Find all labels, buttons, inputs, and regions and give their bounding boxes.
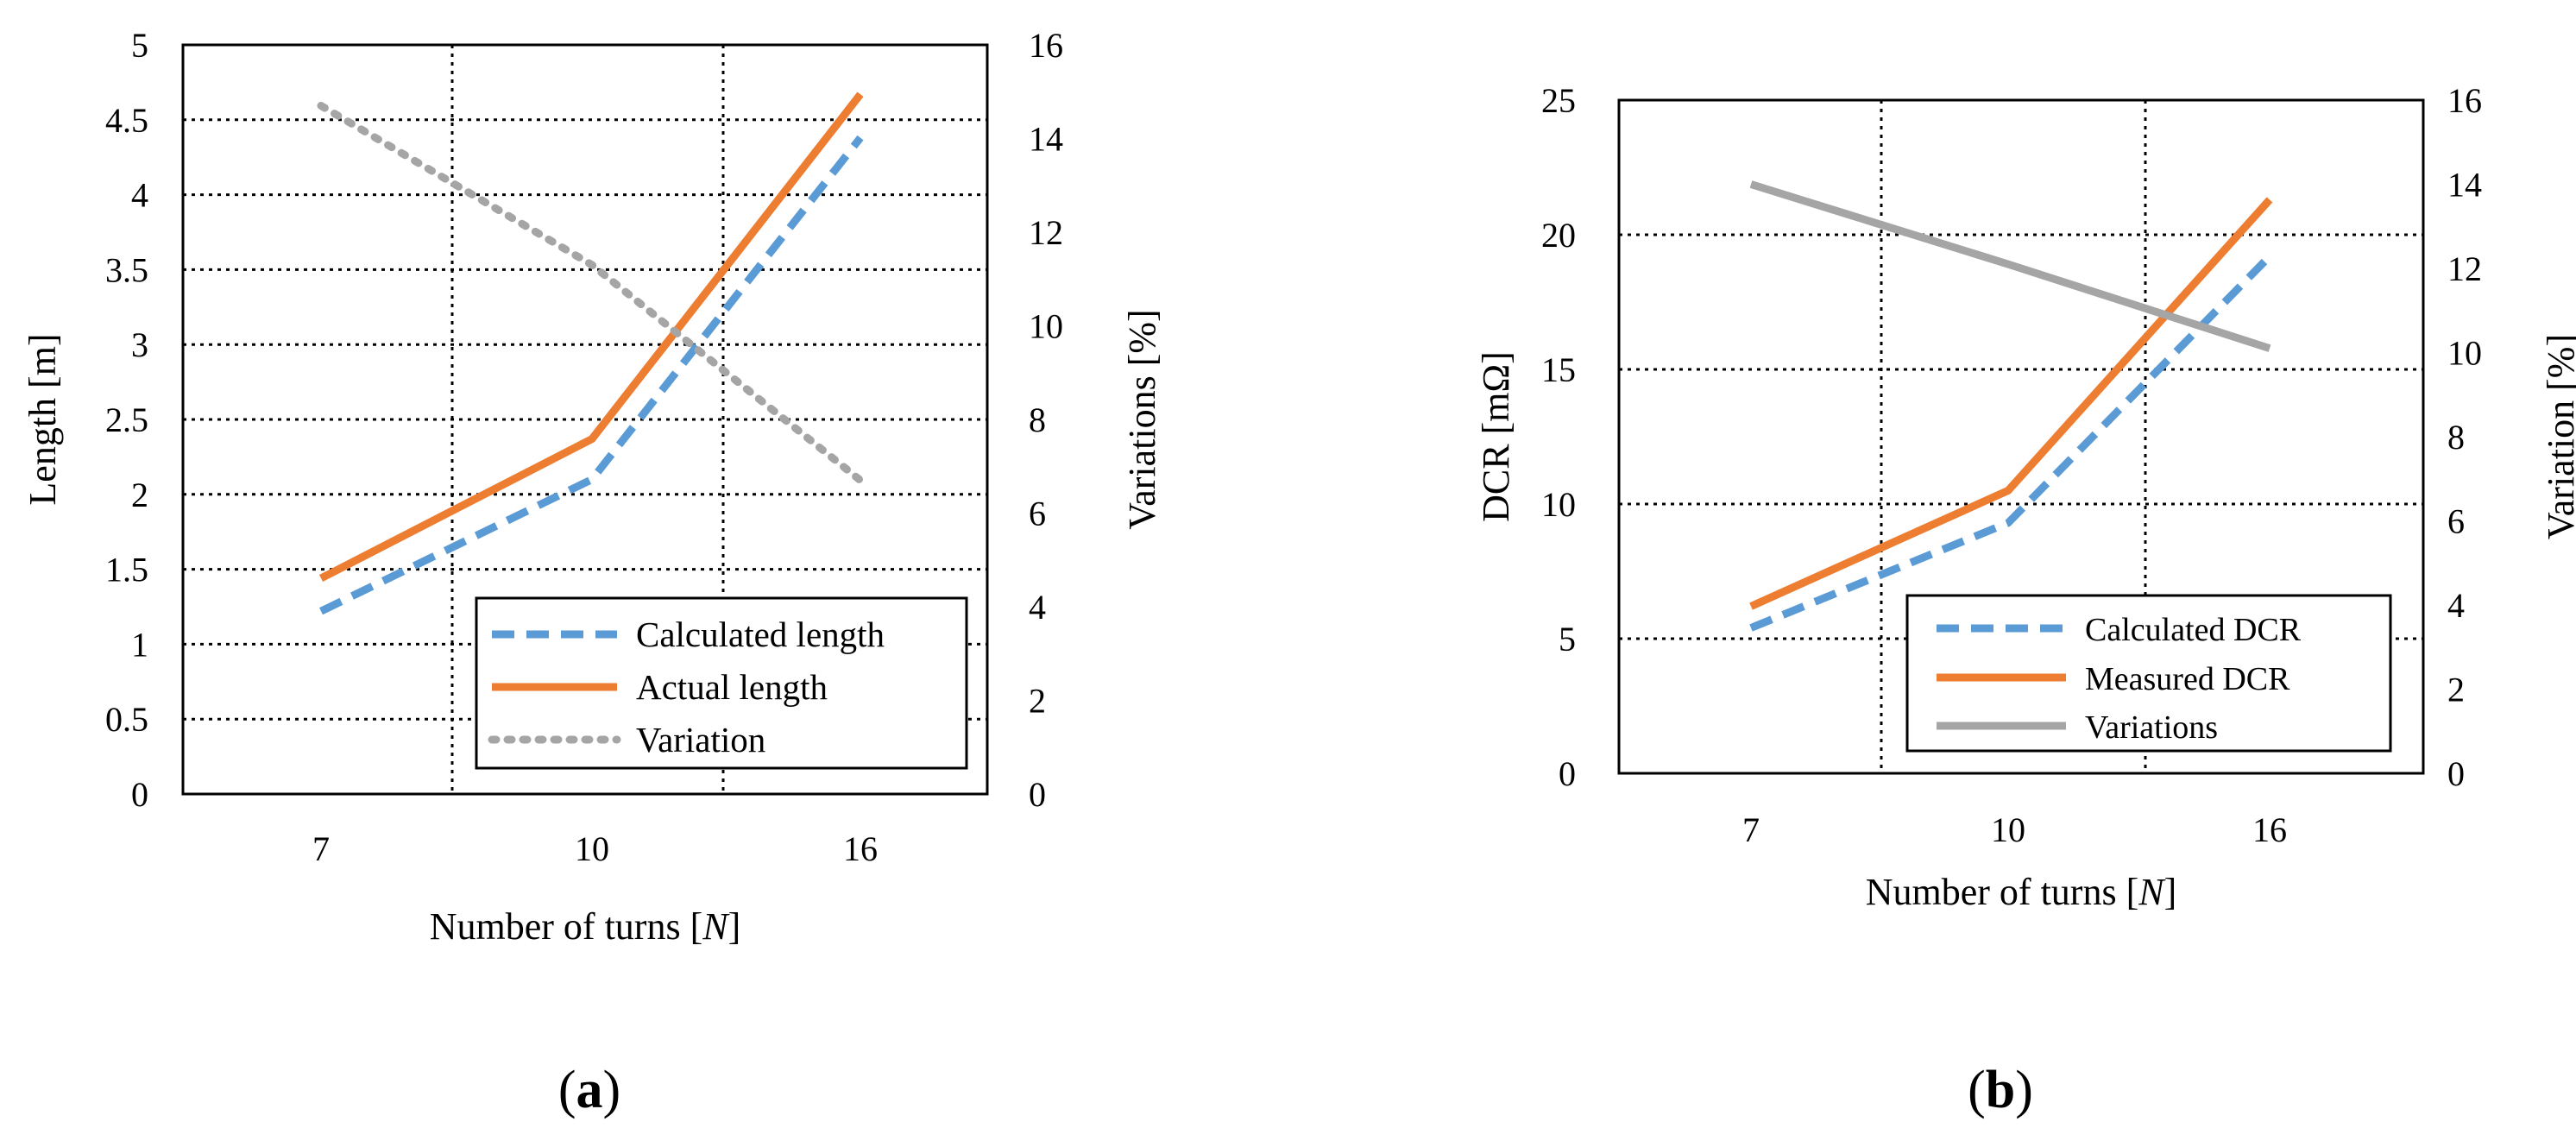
x-tick-label: 16 (843, 829, 878, 868)
y-tick-label: 10 (1541, 485, 1576, 524)
y-tick-label: 3.5 (105, 250, 148, 289)
y2-tick-label: 10 (2447, 334, 2482, 373)
x-tick-label: 7 (1742, 810, 1760, 849)
series-line-calculated-length (319, 135, 864, 615)
x-tick-label: 10 (575, 829, 609, 868)
y2-tick-label: 10 (1029, 307, 1063, 346)
legend-label: Variations (2085, 709, 2218, 746)
y-tick-label: 3 (131, 325, 148, 364)
panel-label-open: ( (1968, 1061, 1986, 1119)
chart-a: 0 0.5 1 1.5 2 2.5 3 3.5 4 4.5 5 0 2 4 6 8 10 12 14 16 7 10 16 N… (22, 26, 1163, 1119)
plot-border (1617, 98, 2425, 775)
panel-label: (a) (558, 1061, 620, 1119)
y-tick-label: 20 (1541, 216, 1576, 255)
y2-tick-label: 12 (1029, 213, 1063, 252)
y2-tick-label: 8 (2447, 418, 2465, 457)
panel-label-close: ) (603, 1061, 621, 1119)
plot-border (181, 43, 989, 796)
x-axis-title-prefix: Number of turns [ (430, 905, 703, 948)
y2-axis-title: Variations [%] (1121, 309, 1163, 529)
panel-label-close: ) (2015, 1061, 2033, 1119)
x-axis-title: Number of turns [N] (430, 905, 741, 948)
y2-tick-label: 4 (2447, 586, 2465, 625)
y2-tick-label: 16 (2447, 81, 2482, 120)
legend-label: Calculated DCR (2085, 612, 2302, 648)
y2-tick-label: 8 (1029, 400, 1046, 439)
y2-tick-label: 6 (1029, 495, 1046, 533)
panel-label: (b) (1968, 1061, 2033, 1119)
y-tick-label: 1 (131, 625, 148, 664)
y-tick-label: 4 (131, 176, 148, 215)
y2-tick-label: 2 (1029, 682, 1046, 721)
y-axis-title: DCR [mΩ] (1475, 351, 1517, 522)
x-tick-label: 16 (2252, 810, 2287, 849)
panel-label-open: ( (558, 1061, 576, 1119)
y2-tick-label: 16 (1029, 26, 1063, 65)
legend-label: Variation (636, 720, 765, 759)
y-tick-label: 2.5 (105, 400, 148, 439)
y2-tick-label: 14 (2447, 166, 2482, 205)
y-tick-label: 15 (1541, 350, 1576, 389)
legend-label: Actual length (636, 667, 828, 707)
x-axis-title-variable: N (2138, 871, 2166, 913)
y-tick-label: 1.5 (105, 551, 148, 589)
x-axis-title-variable: N (702, 905, 730, 948)
y2-axis-title: Variation [%] (2540, 334, 2576, 539)
y-tick-label: 25 (1541, 81, 1576, 120)
panel-label-letter: b (1986, 1061, 2015, 1119)
y2-tick-label: 14 (1029, 120, 1063, 159)
y-tick-label: 0 (1559, 754, 1576, 793)
x-axis-title-suffix: ] (2164, 871, 2177, 913)
x-axis-title-prefix: Number of turns [ (1866, 871, 2139, 913)
chart-b: 0 5 10 15 20 25 0 2 4 6 8 10 12 14 16 7 10 16 Number of tu… (1475, 81, 2576, 1119)
y-tick-label: 4.5 (105, 101, 148, 140)
legend-label: Calculated length (636, 614, 885, 654)
y-tick-label: 5 (131, 26, 148, 65)
y-tick-label: 0 (131, 775, 148, 814)
y-tick-label: 0.5 (105, 700, 148, 739)
x-tick-label: 10 (1991, 810, 2025, 849)
y2-tick-label: 0 (1029, 775, 1046, 814)
y2-tick-label: 2 (2447, 671, 2465, 709)
y2-tick-label: 4 (1029, 588, 1046, 627)
legend-label: Measured DCR (2085, 661, 2290, 697)
x-tick-label: 7 (312, 829, 330, 868)
x-axis-title-suffix: ] (728, 905, 741, 948)
y-tick-label: 2 (131, 476, 148, 514)
y2-tick-label: 12 (2447, 249, 2482, 288)
x-axis-title: Number of turns [N] (1866, 871, 2177, 913)
y2-tick-label: 6 (2447, 502, 2465, 541)
y-axis-title: Length [m] (22, 333, 64, 505)
y-tick-label: 5 (1559, 620, 1576, 659)
y2-tick-label: 0 (2447, 754, 2465, 793)
panel-label-letter: a (576, 1061, 603, 1119)
